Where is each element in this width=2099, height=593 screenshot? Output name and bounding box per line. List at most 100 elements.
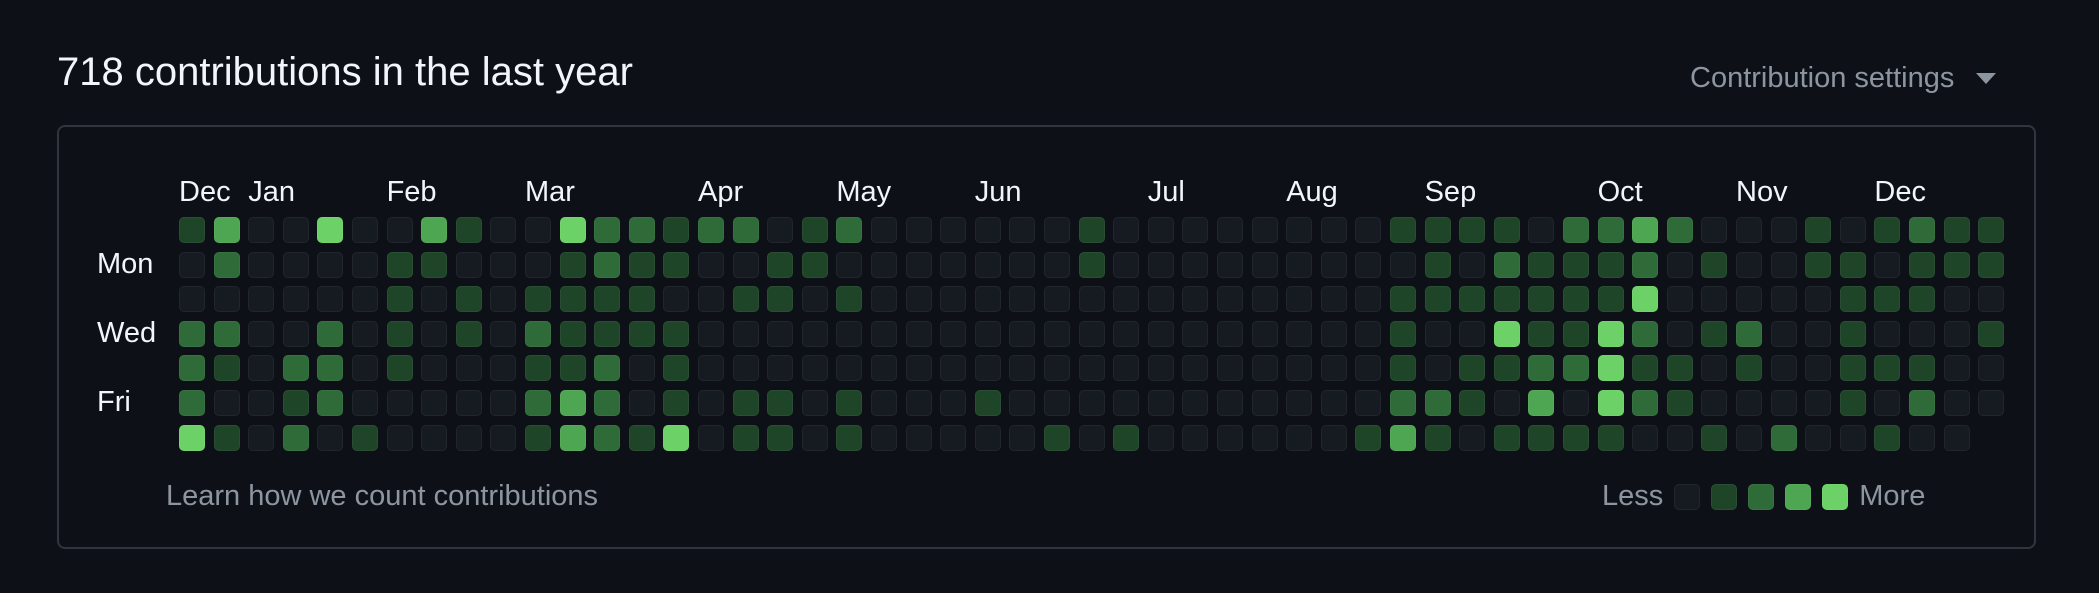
contribution-day-cell[interactable] — [767, 390, 794, 416]
contribution-day-cell[interactable] — [1701, 424, 1728, 451]
contribution-day-cell[interactable] — [1459, 286, 1486, 313]
contribution-day-cell[interactable] — [352, 355, 378, 382]
contribution-day-cell[interactable] — [1943, 355, 1970, 382]
contribution-day-cell[interactable] — [1874, 320, 1901, 347]
contribution-day-cell[interactable] — [801, 390, 828, 416]
contribution-day-cell[interactable] — [1320, 390, 1347, 416]
contribution-day-cell[interactable] — [1943, 320, 1970, 347]
contribution-day-cell[interactable] — [940, 390, 967, 416]
contribution-day-cell[interactable] — [974, 251, 1001, 278]
contribution-day-cell[interactable] — [1666, 286, 1693, 313]
contribution-day-cell[interactable] — [1874, 390, 1901, 416]
contribution-day-cell[interactable] — [732, 320, 759, 347]
contribution-day-cell[interactable] — [1217, 390, 1243, 416]
contribution-day-cell[interactable] — [1217, 286, 1243, 313]
contribution-day-cell[interactable] — [1943, 286, 1970, 313]
contribution-day-cell[interactable] — [282, 320, 309, 347]
contribution-day-cell[interactable] — [1528, 355, 1555, 382]
contribution-day-cell[interactable] — [974, 286, 1001, 313]
contribution-day-cell[interactable] — [767, 286, 794, 313]
contribution-day-cell[interactable] — [1320, 424, 1347, 451]
contribution-day-cell[interactable] — [1390, 320, 1416, 347]
contribution-day-cell[interactable] — [1632, 286, 1659, 313]
contribution-day-cell[interactable] — [1078, 251, 1105, 278]
contribution-day-cell[interactable] — [974, 390, 1001, 416]
contribution-day-cell[interactable] — [248, 355, 275, 382]
contribution-day-cell[interactable] — [1390, 286, 1416, 313]
contribution-day-cell[interactable] — [1563, 355, 1589, 382]
contribution-day-cell[interactable] — [905, 217, 932, 243]
contribution-day-cell[interactable] — [836, 251, 863, 278]
contribution-day-cell[interactable] — [1424, 390, 1451, 416]
contribution-day-cell[interactable] — [1113, 320, 1140, 347]
contribution-day-cell[interactable] — [490, 355, 517, 382]
contribution-day-cell[interactable] — [490, 217, 517, 243]
contribution-day-cell[interactable] — [1320, 217, 1347, 243]
contribution-day-cell[interactable] — [594, 424, 621, 451]
contribution-day-cell[interactable] — [1632, 251, 1659, 278]
contribution-day-cell[interactable] — [213, 320, 240, 347]
contribution-day-cell[interactable] — [698, 217, 724, 243]
contribution-day-cell[interactable] — [871, 390, 897, 416]
contribution-day-cell[interactable] — [1736, 320, 1762, 347]
contribution-day-cell[interactable] — [421, 424, 448, 451]
contribution-day-cell[interactable] — [1044, 286, 1070, 313]
contribution-day-cell[interactable] — [352, 217, 378, 243]
contribution-day-cell[interactable] — [628, 390, 655, 416]
contribution-day-cell[interactable] — [1701, 390, 1728, 416]
contribution-day-cell[interactable] — [732, 286, 759, 313]
contribution-day-cell[interactable] — [1666, 251, 1693, 278]
contribution-day-cell[interactable] — [1839, 320, 1866, 347]
contribution-day-cell[interactable] — [352, 251, 378, 278]
contribution-day-cell[interactable] — [490, 424, 517, 451]
contribution-day-cell[interactable] — [1563, 424, 1589, 451]
contribution-day-cell[interactable] — [1320, 286, 1347, 313]
contribution-day-cell[interactable] — [594, 286, 621, 313]
contribution-day-cell[interactable] — [1528, 424, 1555, 451]
contribution-day-cell[interactable] — [1182, 355, 1209, 382]
contribution-day-cell[interactable] — [1459, 320, 1486, 347]
contribution-day-cell[interactable] — [974, 320, 1001, 347]
contribution-day-cell[interactable] — [1770, 251, 1797, 278]
contribution-day-cell[interactable] — [1390, 390, 1416, 416]
contribution-day-cell[interactable] — [1770, 320, 1797, 347]
contribution-day-cell[interactable] — [1597, 320, 1624, 347]
contribution-day-cell[interactable] — [1909, 217, 1935, 243]
contribution-day-cell[interactable] — [1113, 251, 1140, 278]
contribution-day-cell[interactable] — [1528, 217, 1555, 243]
contribution-day-cell[interactable] — [1286, 390, 1313, 416]
contribution-day-cell[interactable] — [663, 286, 690, 313]
contribution-day-cell[interactable] — [1286, 217, 1313, 243]
contribution-day-cell[interactable] — [1805, 286, 1832, 313]
contribution-day-cell[interactable] — [663, 355, 690, 382]
contribution-day-cell[interactable] — [940, 251, 967, 278]
contribution-day-cell[interactable] — [1320, 320, 1347, 347]
contribution-day-cell[interactable] — [1182, 424, 1209, 451]
contribution-day-cell[interactable] — [1009, 424, 1036, 451]
contribution-day-cell[interactable] — [663, 424, 690, 451]
contribution-day-cell[interactable] — [1355, 390, 1382, 416]
contribution-day-cell[interactable] — [1320, 355, 1347, 382]
contribution-day-cell[interactable] — [871, 251, 897, 278]
contribution-day-cell[interactable] — [1217, 355, 1243, 382]
contribution-day-cell[interactable] — [1355, 320, 1382, 347]
contribution-day-cell[interactable] — [1078, 390, 1105, 416]
contribution-day-cell[interactable] — [1701, 355, 1728, 382]
contribution-day-cell[interactable] — [940, 355, 967, 382]
contribution-day-cell[interactable] — [1736, 286, 1762, 313]
contribution-day-cell[interactable] — [1563, 286, 1589, 313]
contribution-day-cell[interactable] — [213, 217, 240, 243]
contribution-day-cell[interactable] — [1978, 355, 2005, 382]
contribution-day-cell[interactable] — [386, 286, 413, 313]
contribution-day-cell[interactable] — [1839, 424, 1866, 451]
contribution-day-cell[interactable] — [1597, 355, 1624, 382]
contribution-day-cell[interactable] — [1009, 217, 1036, 243]
contribution-day-cell[interactable] — [282, 286, 309, 313]
contribution-day-cell[interactable] — [1009, 390, 1036, 416]
contribution-day-cell[interactable] — [1147, 320, 1174, 347]
contribution-day-cell[interactable] — [594, 217, 621, 243]
contribution-day-cell[interactable] — [1424, 217, 1451, 243]
contribution-day-cell[interactable] — [490, 286, 517, 313]
contribution-day-cell[interactable] — [1839, 355, 1866, 382]
contribution-day-cell[interactable] — [1459, 217, 1486, 243]
